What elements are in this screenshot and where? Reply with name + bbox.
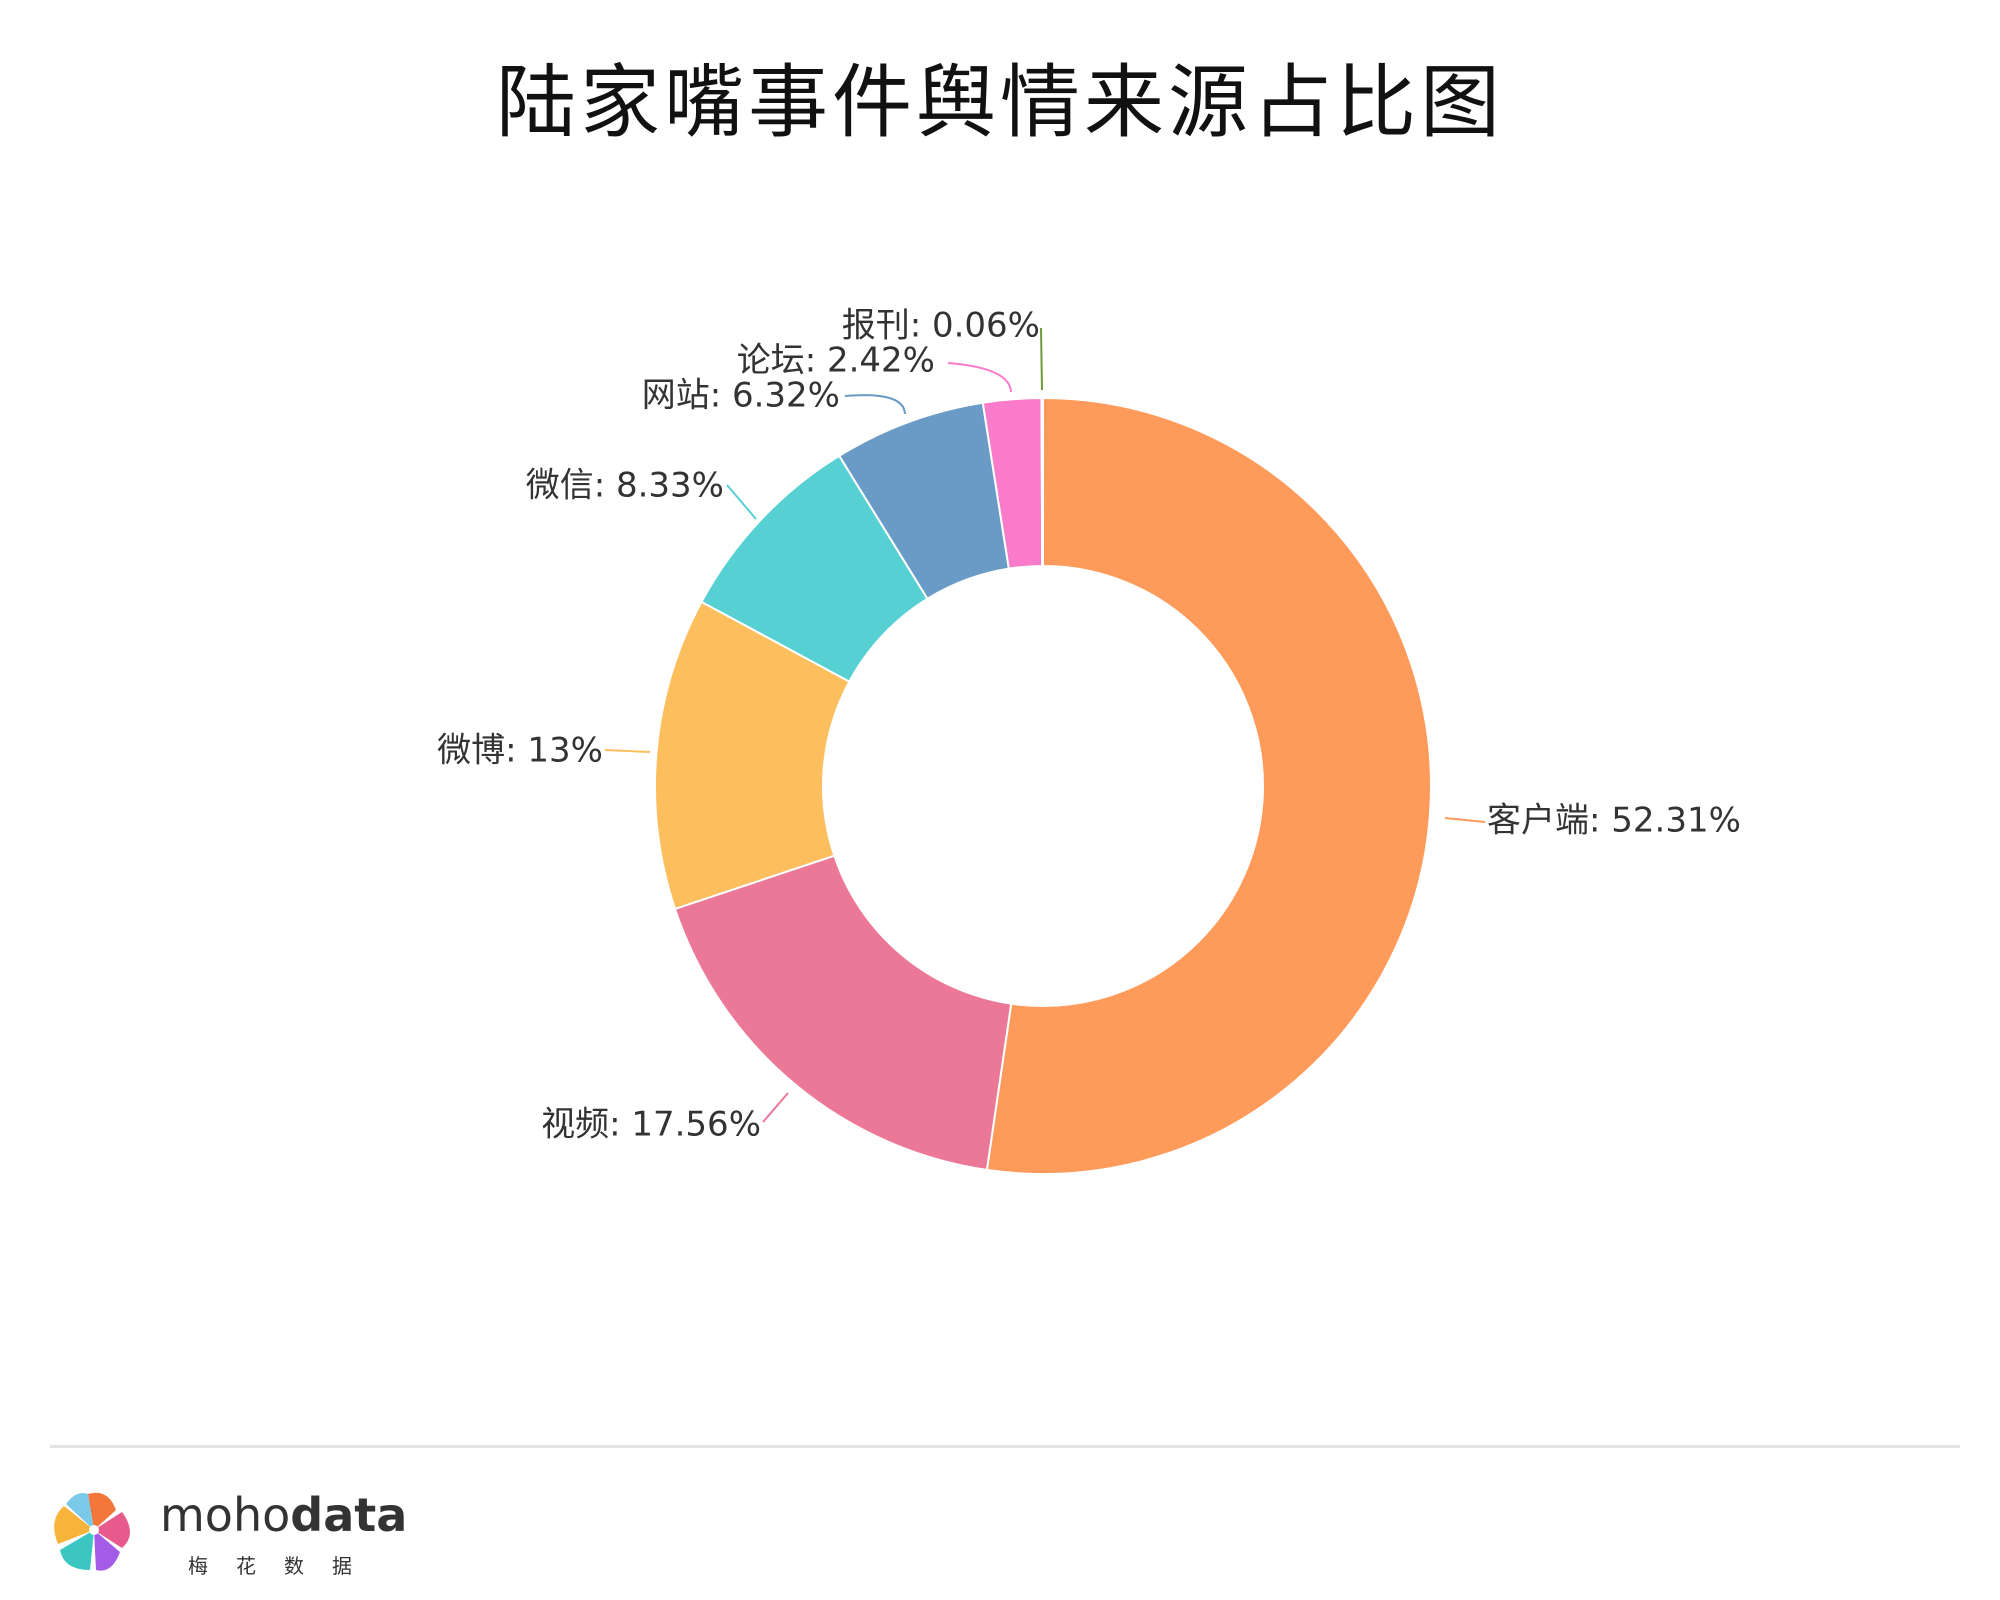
slice-label-6: 报刊: 0.06% [842, 306, 1040, 346]
slice-label-3: 微信: 8.33% [526, 466, 724, 506]
leader-line-6 [1040, 327, 1043, 391]
brand-subtitle: 梅花数据 [188, 1554, 380, 1578]
chart-title: 陆家嘴事件舆情来源占比图 [496, 56, 1504, 149]
slice-label-1: 视频: 17.56% [541, 1105, 761, 1145]
slices [654, 396, 1432, 1175]
pinwheel-logo-icon [54, 1492, 130, 1571]
leader-line-3 [726, 484, 757, 520]
leader-line-0 [1444, 817, 1486, 823]
slice-label-0: 客户端: 52.31% [1487, 801, 1741, 841]
slice-1 [673, 854, 1013, 1172]
leader-line-5 [947, 362, 1012, 393]
leader-line-4 [844, 394, 906, 415]
slice-6 [1040, 396, 1044, 568]
brand-logo: mohodata 梅花数据 [48, 1480, 428, 1580]
brand-wordmark: mohodata [160, 1488, 408, 1542]
leader-line-2 [604, 749, 651, 753]
slice-2 [654, 600, 851, 911]
leader-line-1 [762, 1092, 789, 1123]
slice-0 [985, 396, 1432, 1175]
slice-label-2: 微博: 13% [437, 731, 603, 771]
slice-label-4: 网站: 6.32% [642, 376, 840, 416]
leader-lines [604, 327, 1486, 1123]
slice-label-5: 论坛: 2.42% [737, 341, 935, 381]
footer-divider [50, 1445, 1960, 1448]
slice-labels: 客户端: 52.31% 视频: 17.56% 微博: 13% 微信: 8.33% 网站:… [437, 306, 1741, 1145]
